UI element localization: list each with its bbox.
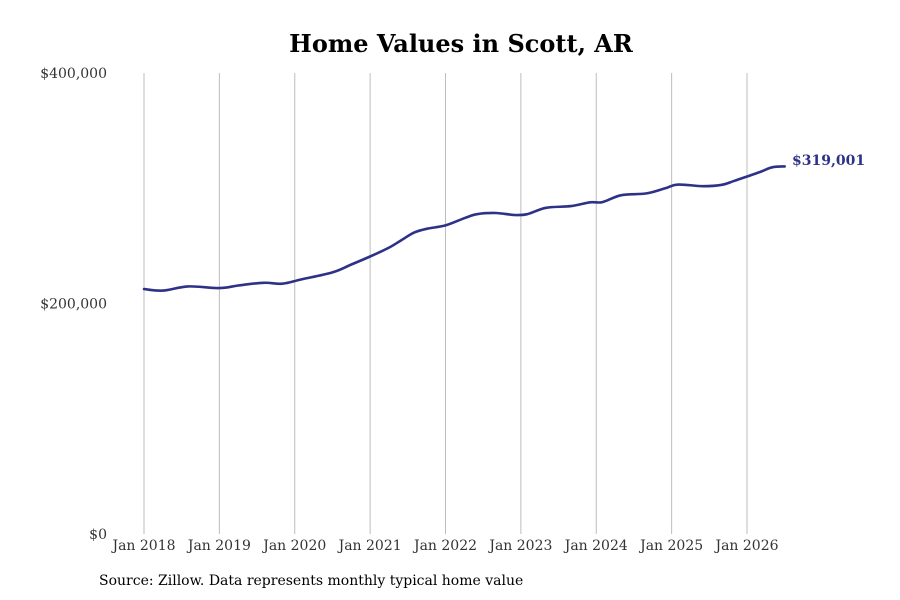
x-tick-label: Jan 2021 (337, 538, 402, 554)
y-axis-tick-labels: $0 $200,000 $400,000 (40, 66, 107, 543)
source-note: Source: Zillow. Data represents monthly … (99, 573, 524, 589)
chart-title: Home Values in Scott, AR (289, 29, 634, 58)
x-tick-label: Jan 2019 (186, 538, 251, 554)
x-tick-label: Jan 2020 (261, 538, 326, 554)
x-tick-label: Jan 2018 (110, 538, 175, 554)
home-value-series-line (142, 165, 786, 292)
y-tick-label: $200,000 (40, 297, 107, 313)
x-tick-label: Jan 2022 (412, 538, 477, 554)
x-tick-label: Jan 2024 (563, 538, 628, 554)
y-tick-label: $0 (89, 527, 107, 543)
x-tick-label: Jan 2025 (638, 538, 703, 554)
x-tick-label: Jan 2023 (487, 538, 552, 554)
gridlines (143, 73, 748, 534)
x-tick-label: Jan 2026 (713, 538, 778, 554)
y-tick-label: $400,000 (40, 66, 107, 82)
x-axis-tick-labels: Jan 2018 Jan 2019 Jan 2020 Jan 2021 Jan 2022… (110, 538, 778, 554)
latest-value-label: $319,001 (792, 153, 865, 169)
